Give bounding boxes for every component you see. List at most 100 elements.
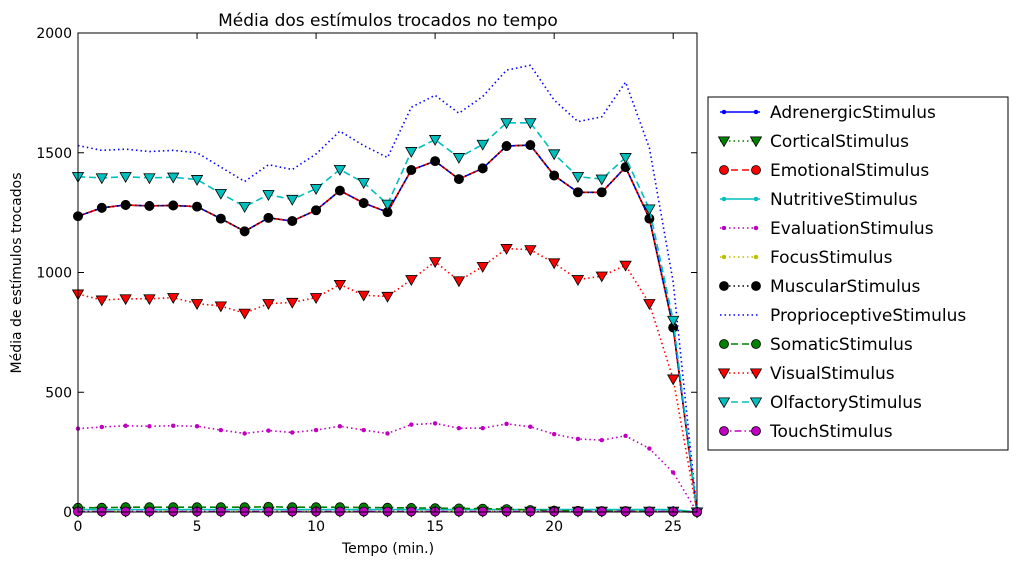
legend: AdrenergicStimulus CorticalStimulus Emotio…	[707, 96, 1009, 451]
legend-label: TouchStimulus	[769, 422, 893, 442]
data-point	[119, 172, 132, 184]
x-tick-label: 15	[426, 519, 444, 535]
data-point	[214, 188, 228, 200]
data-point	[96, 202, 107, 213]
data-point	[480, 425, 485, 431]
y-tick-label: 1500	[36, 146, 72, 162]
data-point	[573, 187, 583, 198]
data-point	[262, 299, 275, 310]
y-tick-label: 2000	[36, 26, 72, 42]
data-point	[190, 299, 204, 310]
data-point	[430, 156, 441, 167]
y-axis-label: Média de estímulos trocados	[9, 173, 25, 374]
data-point	[575, 436, 581, 442]
y-tick-label: 0	[63, 505, 72, 521]
data-point	[357, 290, 370, 302]
x-tick-label: 10	[307, 519, 325, 535]
data-point	[596, 187, 607, 198]
data-point	[167, 172, 180, 184]
data-point	[309, 293, 323, 304]
legend-marker	[719, 426, 729, 436]
data-point	[551, 431, 557, 437]
legend-marker	[749, 136, 763, 148]
data-point	[119, 294, 132, 306]
data-point	[167, 293, 180, 304]
data-point	[599, 437, 605, 443]
data-point	[361, 427, 366, 433]
x-tick-label: 5	[193, 519, 202, 535]
data-point	[286, 297, 299, 309]
series-line-9	[77, 247, 698, 513]
data-point	[381, 199, 394, 211]
data-point	[667, 315, 680, 327]
legend-marker	[717, 368, 731, 380]
data-point	[120, 200, 131, 210]
legend-marker	[749, 397, 763, 409]
data-point	[287, 216, 298, 226]
legend-marker	[751, 426, 761, 436]
data-point	[215, 213, 226, 224]
data-point	[454, 174, 464, 184]
data-point	[190, 175, 204, 186]
series-line-10	[77, 122, 698, 513]
data-point	[99, 424, 105, 430]
data-point	[143, 173, 156, 185]
legend-marker	[753, 254, 759, 260]
data-point	[214, 301, 228, 313]
data-point	[333, 164, 347, 176]
data-point	[524, 245, 537, 257]
legend-marker	[751, 165, 761, 175]
legend-marker	[749, 368, 763, 380]
legend-marker	[751, 339, 761, 349]
legend-label: EmotionalStimulus	[770, 161, 929, 181]
legend-label: AdrenergicStimulus	[770, 103, 936, 123]
data-point	[524, 118, 537, 130]
data-point	[168, 200, 179, 211]
data-point	[406, 165, 417, 175]
data-point	[263, 212, 274, 223]
x-tick-label: 25	[664, 519, 682, 535]
data-point	[670, 470, 676, 475]
data-point	[476, 139, 489, 151]
data-point	[525, 140, 536, 150]
legend-box	[707, 96, 1009, 451]
data-point	[194, 424, 200, 429]
data-point	[266, 428, 271, 433]
data-point	[143, 294, 156, 306]
data-point	[95, 295, 108, 307]
data-point	[432, 421, 438, 426]
legend-marker	[753, 225, 759, 231]
data-point	[571, 172, 585, 184]
x-axis-label: Tempo (min.)	[341, 541, 434, 557]
legend-label: OlfactoryStimulus	[770, 393, 922, 413]
series-line-7	[77, 64, 698, 513]
data-point	[501, 141, 512, 151]
data-point	[239, 226, 250, 237]
legend-label: MuscularStimulus	[770, 277, 921, 297]
data-point	[381, 291, 394, 303]
data-point	[170, 423, 176, 429]
data-point	[477, 163, 488, 174]
data-point	[192, 201, 202, 212]
data-point	[452, 153, 466, 164]
data-point	[547, 149, 561, 161]
data-point	[309, 184, 323, 195]
data-point	[500, 118, 513, 130]
data-point	[147, 424, 152, 429]
data-point	[643, 204, 656, 216]
data-point	[476, 261, 489, 273]
data-point	[504, 421, 509, 427]
y-tick-label: 500	[45, 385, 72, 401]
legend-label: NutritiveStimulus	[770, 190, 918, 210]
data-point	[500, 244, 513, 255]
legend-label: CorticalStimulus	[770, 132, 909, 152]
data-point	[405, 147, 418, 158]
data-point	[647, 446, 652, 451]
x-tick-label: 20	[545, 519, 563, 535]
legend-marker	[721, 225, 727, 231]
series-line-6	[77, 144, 698, 513]
data-point	[619, 153, 632, 164]
data-point	[242, 431, 247, 436]
legend-marker	[721, 196, 727, 202]
legend-marker	[717, 397, 731, 409]
